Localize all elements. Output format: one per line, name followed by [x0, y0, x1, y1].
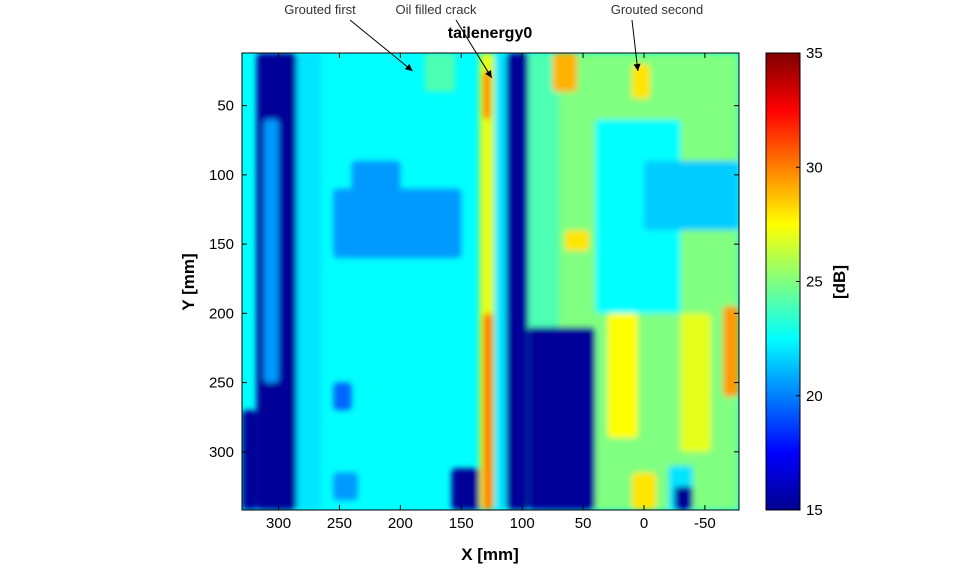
x-axis-label: X [mm] [461, 545, 519, 564]
y-axis-ticks: 50 100 150 200 250 300 [209, 98, 739, 461]
chart-title: tailenergy0 [448, 25, 533, 42]
heatmap-region [643, 161, 739, 231]
x-tick-label: 200 [388, 515, 413, 532]
heatmap-region [483, 71, 491, 120]
annotation-label: Oil filled crack [396, 2, 477, 17]
x-tick-label: 300 [266, 515, 291, 532]
colorbar-tick-label: 20 [806, 388, 823, 405]
y-tick-label: 150 [209, 236, 234, 253]
y-axis-label: Y [mm] [179, 253, 198, 310]
y-tick-label: 100 [209, 167, 234, 184]
x-tick-label: 50 [575, 515, 592, 532]
heatmap-region [723, 306, 739, 397]
colorbar [765, 52, 801, 511]
annotation-arrow [631, 19, 639, 72]
x-tick-label: 0 [640, 515, 648, 532]
y-tick-label: 50 [217, 98, 234, 115]
heatmap-region [483, 313, 493, 510]
heatmap-region [564, 230, 590, 252]
annotation-label: Grouted first [284, 2, 356, 17]
heatmap-region [296, 53, 322, 510]
heatmap-layer [242, 53, 739, 510]
annotations: Grouted first Oil filled crack Grouted sec… [284, 2, 704, 79]
heatmap-region [631, 472, 657, 510]
heatmap-region [552, 53, 577, 92]
annotation-arrow [349, 19, 413, 72]
heatmap-region [424, 53, 456, 92]
heatmap-region [674, 486, 693, 510]
y-tick-label: 300 [209, 444, 234, 461]
heatmap-region [680, 313, 711, 452]
colorbar-tick-label: 15 [806, 502, 823, 519]
colorbar-tick-label: 30 [806, 159, 823, 176]
heatmap-region [242, 410, 257, 510]
annotation-arrowhead [633, 63, 641, 72]
colorbar-label: [dB] [830, 265, 849, 299]
heatmap-region [528, 327, 596, 510]
heatmap-region [495, 53, 507, 510]
heatmap-region [607, 313, 638, 438]
annotation-arrowhead [404, 63, 413, 72]
annotation-arrowhead [485, 70, 492, 78]
colorbar-tick-label: 25 [806, 274, 823, 291]
heatmap-region [333, 188, 462, 258]
colorbar-ticks: 15 20 25 30 35 [796, 45, 823, 519]
x-tick-label: -50 [694, 515, 716, 532]
heatmap-region [333, 472, 358, 501]
plot-frame [241, 52, 740, 511]
heatmap-region [263, 119, 279, 383]
y-tick-label: 200 [209, 305, 234, 322]
annotation-arrow [455, 19, 493, 79]
x-tick-label: 100 [510, 515, 535, 532]
heatmap-region [351, 161, 401, 203]
heatmap-region [506, 53, 529, 510]
y-tick-label: 250 [209, 375, 234, 392]
heatmap-region [631, 64, 651, 99]
x-axis-ticks: 300 250 200 150 100 50 0 -50 [266, 53, 716, 532]
colorbar-tick-label: 35 [806, 45, 823, 62]
annotation-label: Grouted second [611, 2, 704, 17]
x-tick-label: 250 [327, 515, 352, 532]
heatmap-region [333, 382, 352, 411]
x-tick-label: 150 [449, 515, 474, 532]
